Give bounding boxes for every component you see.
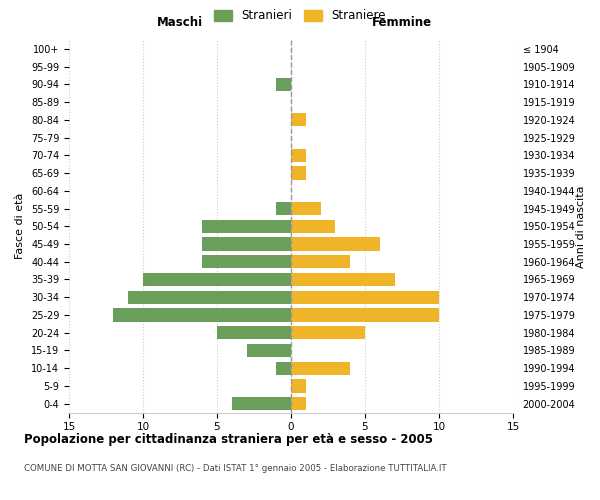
Bar	[291, 220, 335, 233]
Y-axis label: Fasce di età: Fasce di età	[16, 193, 25, 260]
Legend: Stranieri, Straniere: Stranieri, Straniere	[212, 7, 388, 24]
Bar	[202, 255, 291, 268]
Bar	[291, 379, 306, 392]
Bar	[291, 308, 439, 322]
Text: Maschi: Maschi	[157, 16, 203, 30]
Bar	[291, 397, 306, 410]
Text: COMUNE DI MOTTA SAN GIOVANNI (RC) - Dati ISTAT 1° gennaio 2005 - Elaborazione TU: COMUNE DI MOTTA SAN GIOVANNI (RC) - Dati…	[24, 464, 446, 473]
Bar	[113, 308, 291, 322]
Bar	[232, 397, 291, 410]
Text: Femmine: Femmine	[372, 16, 432, 30]
Bar	[143, 273, 291, 286]
Bar	[202, 238, 291, 250]
Bar	[217, 326, 291, 340]
Bar	[291, 113, 306, 126]
Bar	[291, 166, 306, 179]
Bar	[291, 148, 306, 162]
Text: Popolazione per cittadinanza straniera per età e sesso - 2005: Popolazione per cittadinanza straniera p…	[24, 432, 433, 446]
Bar	[291, 290, 439, 304]
Bar	[291, 238, 380, 250]
Bar	[247, 344, 291, 357]
Bar	[202, 220, 291, 233]
Bar	[291, 202, 320, 215]
Bar	[276, 362, 291, 375]
Bar	[291, 362, 350, 375]
Y-axis label: Anni di nascita: Anni di nascita	[576, 185, 586, 268]
Bar	[291, 326, 365, 340]
Bar	[276, 202, 291, 215]
Bar	[291, 273, 395, 286]
Bar	[128, 290, 291, 304]
Bar	[276, 78, 291, 91]
Bar	[291, 255, 350, 268]
